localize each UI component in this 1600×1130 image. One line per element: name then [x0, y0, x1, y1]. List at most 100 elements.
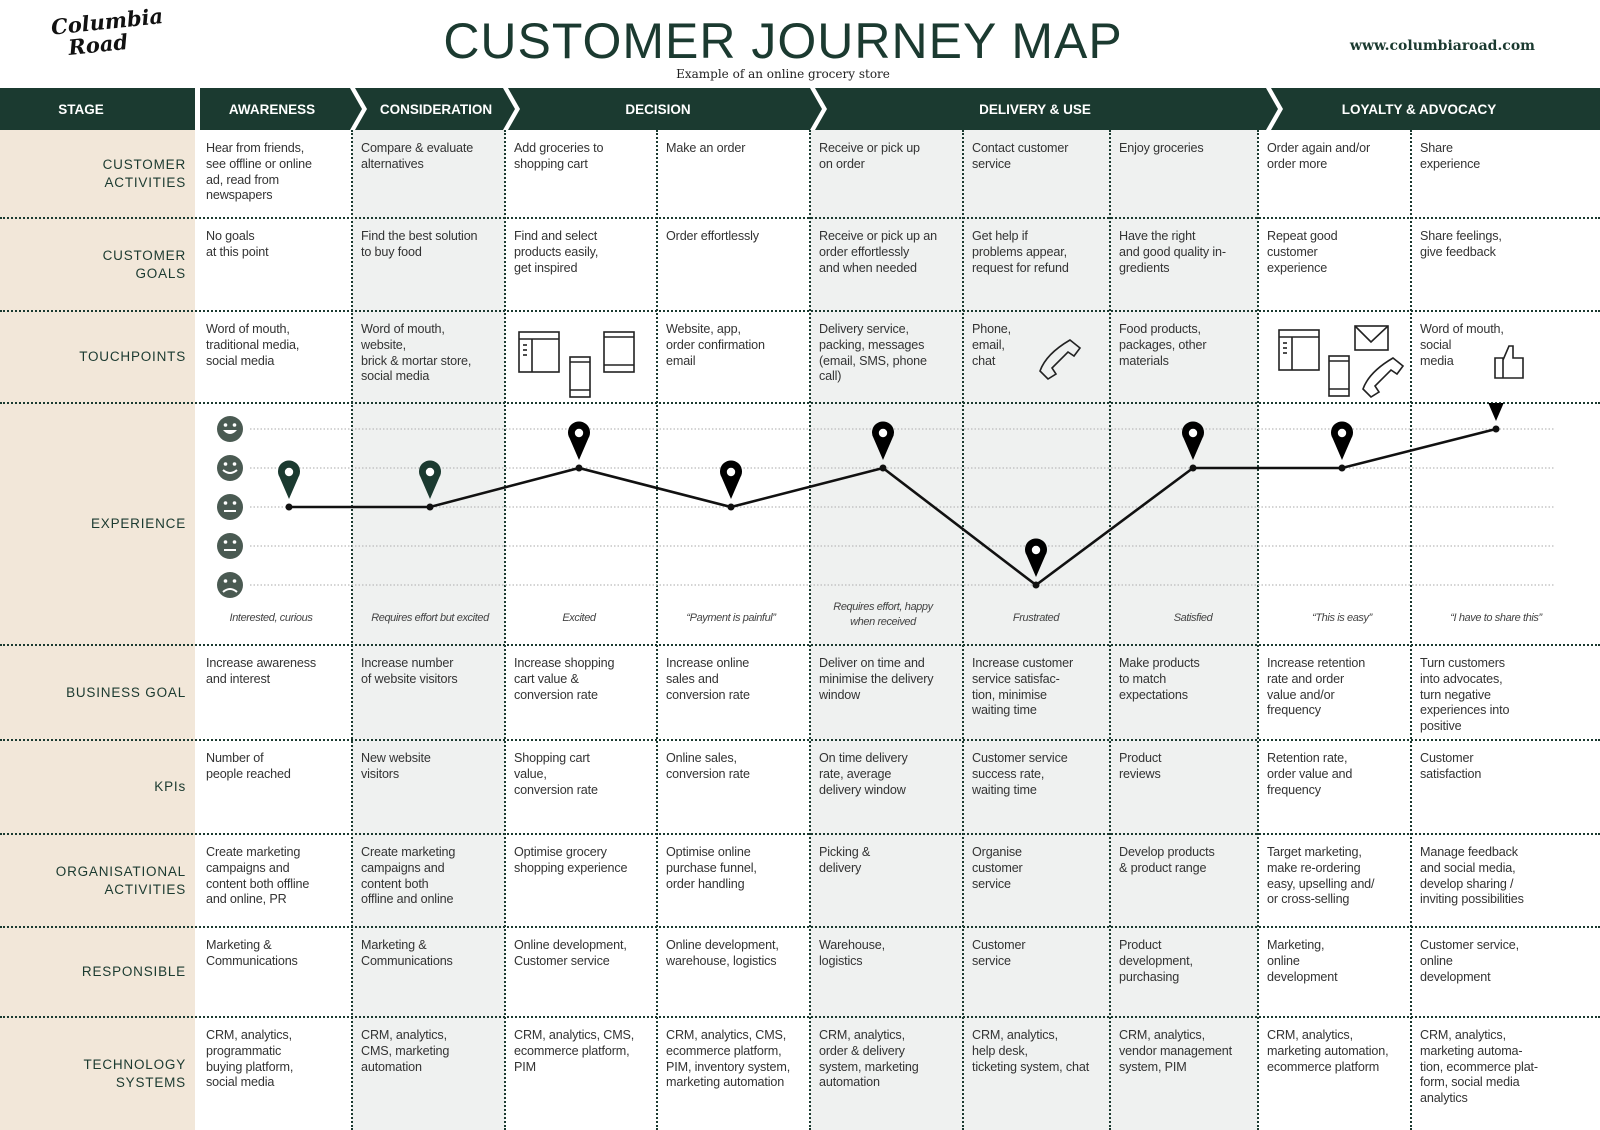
- cell-business-goal: Deliver on time and minimise the deliver…: [819, 656, 934, 702]
- location-pin-icon: [1488, 403, 1504, 421]
- row-divider: [0, 926, 1600, 928]
- cell-customer-activities: Make an order: [666, 141, 746, 155]
- row-label-responsible: RESPONSIBLE: [81, 964, 186, 979]
- smiley-sad-icon: [217, 572, 243, 598]
- cell-kpis: New website visitors: [361, 751, 431, 781]
- cell-technology-systems: CRM, analytics, CMS, ecommerce platform,…: [666, 1028, 791, 1090]
- row-label-organisational-activities: ORGANISATIONAL ACTIVITIES: [55, 863, 186, 897]
- telephone-icon: [1039, 339, 1082, 381]
- column-divider: [1410, 130, 1412, 1130]
- cell-organisational-activities: Develop products & product range: [1119, 845, 1215, 875]
- experience-chart: Interested, curious Requires effort but e…: [217, 403, 1555, 628]
- cell-customer-activities: Contact customer service: [972, 141, 1069, 171]
- stage-header-cell: [0, 88, 195, 130]
- cell-customer-goals: No goals at this point: [206, 229, 269, 259]
- cell-technology-systems: CRM, analytics, programmatic buying plat…: [206, 1028, 294, 1090]
- cell-customer-activities: Enjoy groceries: [1119, 141, 1204, 155]
- cell-customer-activities: Hear from friends, see offline or online…: [206, 141, 312, 203]
- cell-organisational-activities: Optimise online purchase funnel, order h…: [666, 845, 757, 891]
- stage-consideration: CONSIDERATION: [380, 102, 492, 117]
- row-label-touchpoints: TOUCHPOINTS: [79, 349, 186, 364]
- cell-customer-activities: Share experience: [1420, 141, 1481, 171]
- column-divider: [504, 130, 506, 1130]
- experience-point: [727, 503, 735, 511]
- browser-window-icon: [518, 331, 560, 373]
- experience-point: [285, 503, 293, 511]
- cell-organisational-activities: Optimise grocery shopping experience: [514, 845, 628, 875]
- cell-responsible: Customer service: [972, 938, 1026, 968]
- row-divider: [0, 402, 1600, 404]
- cell-touchpoints: Word of mouth, traditional media, social…: [206, 322, 300, 368]
- location-pin-icon: [872, 421, 895, 460]
- row-label-column: [0, 130, 195, 1130]
- cell-customer-goals: Find the best solution to buy food: [361, 229, 478, 259]
- cell-kpis: Online sales, conversion rate: [666, 751, 750, 781]
- column-divider: [351, 130, 353, 1130]
- column-divider: [962, 130, 964, 1130]
- cell-customer-activities: Compare & evaluate alternatives: [361, 141, 474, 171]
- stage-consideration-arrow: [355, 88, 515, 130]
- cell-organisational-activities: Create marketing campaigns and content b…: [361, 845, 456, 907]
- smiley-very-happy-icon: [217, 416, 243, 442]
- row-label-customer-activities: CUSTOMER ACTIVITIES: [102, 157, 186, 190]
- row-divider: [0, 644, 1600, 646]
- cell-technology-systems: CRM, analytics, marketing automa- tion, …: [1420, 1028, 1538, 1106]
- website-url[interactable]: www.columbiaroad.com: [1349, 38, 1535, 54]
- decision-touchpoint-icons: [518, 331, 635, 398]
- cell-business-goal: Increase shopping cart value & conversio…: [514, 656, 615, 702]
- tablet-icon: [603, 331, 635, 373]
- cell-kpis: Shopping cart value, conversion rate: [514, 751, 598, 797]
- cell-customer-goals: Share feelings, give feedback: [1420, 229, 1502, 259]
- cell-technology-systems: CRM, analytics, vendor management system…: [1119, 1028, 1232, 1074]
- row-divider: [0, 217, 1600, 219]
- cell-responsible: Marketing, online development: [1267, 938, 1338, 984]
- stage-delivery-arrow: [815, 88, 1278, 130]
- experience-point: [1492, 425, 1500, 433]
- smartphone-icon: [1328, 355, 1350, 397]
- experience-caption: Requires effort, happy when received: [833, 601, 934, 628]
- location-pin-icon: [1331, 421, 1353, 460]
- location-pin-icon: [419, 460, 442, 499]
- cell-responsible: Marketing & Communications: [206, 938, 298, 968]
- experience-point: [879, 464, 887, 472]
- cell-business-goal: Increase awareness and interest: [206, 656, 317, 686]
- cell-customer-goals: Receive or pick up an order effortlessly…: [819, 229, 937, 275]
- experience-caption: “This is easy”: [1312, 612, 1374, 624]
- telephone-icon: [1362, 357, 1405, 398]
- column-divider: [809, 130, 811, 1130]
- cell-business-goal: Increase number of website visitors: [361, 656, 458, 686]
- stage-label: STAGE: [58, 102, 104, 117]
- page-title: CUSTOMER JOURNEY MAP: [443, 13, 1123, 69]
- stage-delivery-use: DELIVERY & USE: [979, 102, 1091, 117]
- cell-kpis: Retention rate, order value and frequenc…: [1267, 751, 1353, 797]
- cell-touchpoints: Delivery service, packing, messages (ema…: [819, 322, 927, 384]
- thumbs-up-icon: [1494, 345, 1524, 379]
- experience-point: [1338, 464, 1346, 472]
- experience-point: [426, 503, 434, 511]
- experience-caption: “Payment is painful”: [686, 612, 777, 624]
- location-pin-icon: [278, 460, 301, 499]
- experience-caption: Interested, curious: [230, 612, 314, 624]
- location-pin-icon: [719, 460, 742, 499]
- experience-caption: Satisfied: [1174, 612, 1214, 624]
- cell-organisational-activities: Create marketing campaigns and content b…: [206, 845, 310, 907]
- row-label-kpis: KPIs: [154, 779, 186, 794]
- column-divider: [656, 130, 658, 1130]
- cell-customer-activities: Receive or pick up on order: [819, 141, 920, 171]
- cell-kpis: Customer service success rate, waiting t…: [972, 751, 1068, 797]
- stage-awareness: AWARENESS: [229, 102, 315, 117]
- cell-technology-systems: CRM, analytics, CMS, ecommerce platform,…: [514, 1028, 635, 1074]
- cell-responsible: Customer service, online development: [1420, 938, 1519, 984]
- cell-business-goal: Make products to match expectations: [1119, 656, 1200, 702]
- cell-customer-goals: Order effortlessly: [666, 229, 759, 243]
- stage-decision-arrow: [508, 88, 822, 130]
- location-pin-icon: [1182, 421, 1204, 460]
- row-divider: [0, 739, 1600, 741]
- cell-customer-activities: Order again and/or order more: [1267, 141, 1371, 171]
- cell-organisational-activities: Target marketing, make re-ordering easy,…: [1267, 845, 1375, 907]
- stage-decision: DECISION: [625, 102, 690, 117]
- cell-kpis: Product reviews: [1119, 751, 1162, 781]
- smartphone-icon: [569, 356, 591, 398]
- stage-loyalty-advocacy: LOYALTY & ADVOCACY: [1342, 102, 1497, 117]
- envelope-icon: [1354, 325, 1389, 351]
